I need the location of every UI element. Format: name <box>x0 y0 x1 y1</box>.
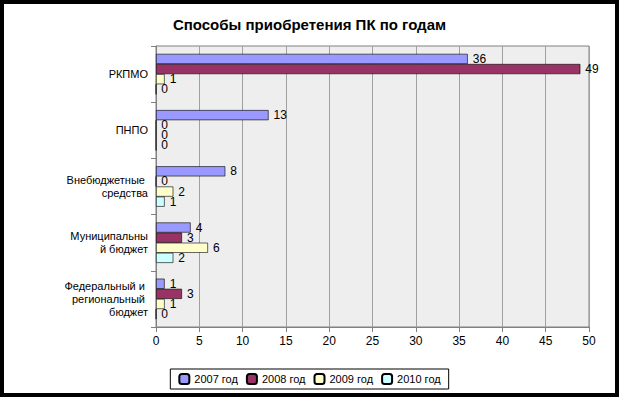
svg-text:2009 год: 2009 год <box>330 373 374 385</box>
svg-text:бюджет: бюджет <box>109 306 148 318</box>
svg-text:Муниципальны: Муниципальны <box>70 230 148 242</box>
svg-text:ПНПО: ПНПО <box>116 124 149 136</box>
svg-text:6: 6 <box>213 241 220 255</box>
svg-text:й бюджет: й бюджет <box>100 243 148 255</box>
svg-text:45: 45 <box>539 334 553 348</box>
svg-text:средства: средства <box>102 187 149 199</box>
svg-text:30: 30 <box>409 334 423 348</box>
svg-text:13: 13 <box>274 108 288 122</box>
svg-text:8: 8 <box>230 164 237 178</box>
svg-text:Способы приобретения ПК по год: Способы приобретения ПК по годам <box>173 16 446 33</box>
svg-text:0: 0 <box>161 307 168 321</box>
svg-text:0: 0 <box>161 174 168 188</box>
svg-text:2: 2 <box>178 251 185 265</box>
svg-text:1: 1 <box>170 297 177 311</box>
svg-text:1: 1 <box>170 72 177 86</box>
svg-text:2010 год: 2010 год <box>397 373 441 385</box>
svg-text:1: 1 <box>170 195 177 209</box>
svg-text:0: 0 <box>161 128 168 143</box>
svg-text:региональный: региональный <box>72 293 148 305</box>
svg-text:3: 3 <box>187 231 194 245</box>
svg-text:49: 49 <box>585 62 599 76</box>
svg-text:35: 35 <box>452 334 466 348</box>
svg-text:0: 0 <box>161 138 168 152</box>
svg-text:2008 год: 2008 год <box>262 373 306 385</box>
svg-text:36: 36 <box>473 52 487 66</box>
svg-text:3: 3 <box>187 287 194 301</box>
svg-text:1: 1 <box>170 277 177 291</box>
svg-text:40: 40 <box>496 334 510 348</box>
svg-text:РКПМО: РКПМО <box>109 68 149 80</box>
svg-text:Федеральный и: Федеральный и <box>64 280 148 292</box>
svg-text:5: 5 <box>196 334 203 348</box>
svg-text:2007 год: 2007 год <box>194 373 238 385</box>
svg-text:4: 4 <box>196 221 203 235</box>
svg-text:0: 0 <box>161 118 168 133</box>
svg-text:20: 20 <box>323 334 337 348</box>
svg-text:Внебюджетные: Внебюджетные <box>67 174 148 186</box>
svg-text:2: 2 <box>178 185 185 199</box>
svg-text:15: 15 <box>279 334 293 348</box>
svg-text:50: 50 <box>582 334 596 348</box>
svg-text:0: 0 <box>153 334 160 348</box>
svg-text:25: 25 <box>366 334 380 348</box>
svg-text:10: 10 <box>236 334 250 348</box>
svg-text:0: 0 <box>161 82 168 96</box>
